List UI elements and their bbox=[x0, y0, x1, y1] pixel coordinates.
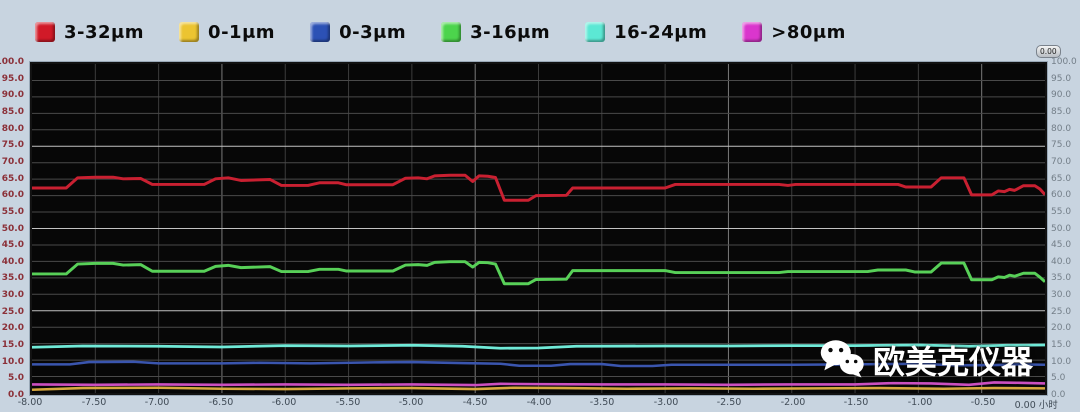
legend-swatch-icon bbox=[585, 22, 606, 42]
legend-item--80-m: >80μm bbox=[742, 22, 846, 43]
legend-item-3-32-m: 3-32μm bbox=[35, 22, 144, 43]
y-tick-label-left: 15.0 bbox=[1, 340, 24, 350]
y-tick-label-left: 35.0 bbox=[1, 273, 24, 283]
legend-swatch-icon bbox=[310, 22, 331, 42]
y-tick-label-left: 45.0 bbox=[1, 240, 24, 250]
legend-swatch-icon bbox=[742, 22, 763, 42]
legend-swatch-icon bbox=[441, 22, 462, 42]
y-tick-label-left: 80.0 bbox=[1, 124, 24, 134]
scroll-thumb-badge[interactable]: 0.00 bbox=[1036, 45, 1061, 58]
y-tick-label-right: 55.0 bbox=[1051, 207, 1072, 217]
x-tick-label: -2.00 bbox=[780, 397, 806, 408]
y-axis-right: 0.0 5.0 10.0 15.0 20.0 25.0 30.0 35.0 40.0 45.0 50… bbox=[1051, 57, 1080, 400]
x-tick-label: -6.00 bbox=[271, 397, 297, 408]
y-tick-label-left: 10.0 bbox=[1, 357, 24, 367]
y-tick-label-left: 5.0 bbox=[8, 373, 24, 383]
y-tick-label-left: 0.0 bbox=[8, 390, 24, 400]
x-tick-label: -3.50 bbox=[589, 397, 615, 408]
x-tick-label: -5.00 bbox=[398, 397, 424, 408]
y-tick-label-right: 80.0 bbox=[1051, 124, 1072, 134]
legend-label: 0-1μm bbox=[208, 21, 276, 43]
y-tick-label-right: 90.0 bbox=[1051, 90, 1072, 100]
y-tick-label-right: 100.0 % bbox=[1051, 57, 1080, 67]
trend-chart: 欧美克仪器 bbox=[30, 62, 1047, 395]
y-tick-label-right: 0.0 bbox=[1051, 390, 1066, 400]
legend-item-0-3-m: 0-3μm bbox=[310, 22, 406, 43]
series-line--80-m bbox=[32, 381, 1045, 387]
y-tick-label-right: 75.0 bbox=[1051, 140, 1072, 150]
y-tick-label-right: 25.0 bbox=[1051, 307, 1072, 317]
x-tick-label: 0.00 小时 bbox=[1014, 400, 1058, 411]
y-tick-label-right: 50.0 bbox=[1051, 224, 1072, 234]
x-tick-label: -5.50 bbox=[335, 397, 361, 408]
x-axis: -8.00 -7.50 -7.00 -6.50 -6.00 -5.50 -5.00 -4.50… bbox=[18, 397, 1058, 411]
series-line-3-16-m bbox=[32, 260, 1045, 286]
x-tick-label: -4.50 bbox=[462, 397, 488, 408]
x-tick-label: -4.00 bbox=[526, 397, 552, 408]
series-line-0-1-m bbox=[32, 386, 1045, 392]
series-line-16-24-m bbox=[32, 343, 1045, 350]
y-tick-label-right: 95.0 bbox=[1051, 74, 1072, 84]
x-tick-label: -2.50 bbox=[716, 397, 742, 408]
y-tick-label-right: 40.0 bbox=[1051, 257, 1072, 267]
y-tick-label-right: 70.0 bbox=[1051, 157, 1072, 167]
x-tick-label: -0.50 bbox=[970, 397, 996, 408]
y-tick-label-right: 60.0 bbox=[1051, 190, 1072, 200]
y-axis-left: 0.0 5.0 10.0 15.0 20.0 25.0 30.0 35.0 40.0 45.0 50… bbox=[0, 57, 27, 400]
legend-label: 3-16μm bbox=[470, 21, 551, 43]
y-tick-label-left: 85.0 bbox=[1, 107, 24, 117]
legend-swatch-icon bbox=[35, 22, 55, 42]
x-tick-label: -8.00 bbox=[17, 397, 43, 408]
y-tick-label-left: 70.0 bbox=[1, 157, 24, 167]
legend-swatch-icon bbox=[179, 22, 200, 42]
y-tick-label-left: 65.0 bbox=[1, 174, 24, 184]
series-line-0-3-m bbox=[32, 360, 1045, 368]
y-tick-label-right: 5.0 bbox=[1051, 373, 1066, 383]
plot-canvas[interactable] bbox=[32, 64, 1045, 393]
legend: 3-32μm 0-1μm 0-3μm 3-16μm 16-24μm >80μm bbox=[35, 12, 1080, 52]
series-line-3-32-m bbox=[32, 173, 1045, 202]
x-tick-label: -7.00 bbox=[144, 397, 170, 408]
y-tick-label-left: 40.0 bbox=[1, 257, 24, 267]
y-tick-label-left: 60.0 bbox=[1, 190, 24, 200]
y-tick-label-left: 20.0 bbox=[1, 323, 24, 333]
y-tick-label-right: 30.0 bbox=[1051, 290, 1072, 300]
y-tick-label-left: 100.0 bbox=[0, 57, 24, 67]
x-tick-label: -6.50 bbox=[208, 397, 234, 408]
legend-item-16-24-m: 16-24μm bbox=[585, 22, 707, 43]
x-tick-label: -1.50 bbox=[843, 397, 869, 408]
y-tick-label-right: 15.0 bbox=[1051, 340, 1072, 350]
y-tick-label-left: 30.0 bbox=[1, 290, 24, 300]
y-tick-label-right: 20.0 bbox=[1051, 323, 1072, 333]
y-tick-label-left: 95.0 bbox=[1, 74, 24, 84]
legend-item-0-1-m: 0-1μm bbox=[179, 22, 275, 43]
legend-item-3-16-m: 3-16μm bbox=[441, 22, 550, 43]
y-tick-label-right: 10.0 bbox=[1051, 357, 1072, 367]
x-tick-label: -3.00 bbox=[653, 397, 679, 408]
y-tick-label-left: 55.0 bbox=[1, 207, 24, 217]
y-tick-label-left: 75.0 bbox=[1, 140, 24, 150]
y-tick-label-right: 35.0 bbox=[1051, 273, 1072, 283]
y-tick-label-left: 50.0 bbox=[1, 224, 24, 234]
legend-label: 0-3μm bbox=[339, 21, 407, 43]
legend-label: >80μm bbox=[771, 21, 846, 43]
y-tick-label-left: 25.0 bbox=[1, 307, 24, 317]
y-tick-label-right: 45.0 bbox=[1051, 240, 1072, 250]
x-tick-label: -7.50 bbox=[81, 397, 107, 408]
y-tick-label-right: 85.0 bbox=[1051, 107, 1072, 117]
x-tick-label: -1.00 bbox=[907, 397, 933, 408]
legend-label: 3-32μm bbox=[64, 21, 145, 43]
y-tick-label-right: 65.0 bbox=[1051, 174, 1072, 184]
y-tick-label-left: 90.0 bbox=[1, 90, 24, 100]
legend-label: 16-24μm bbox=[614, 21, 708, 43]
